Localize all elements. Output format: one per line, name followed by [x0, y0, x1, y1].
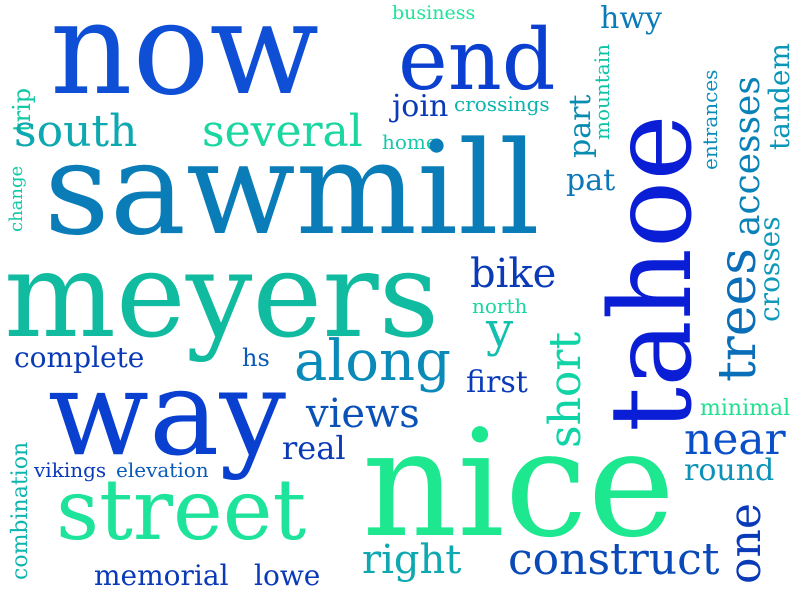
word-way: way: [48, 344, 287, 482]
word-first: first: [466, 365, 528, 400]
word-bike: bike: [470, 251, 557, 297]
word-near: near: [684, 414, 786, 465]
word-minimal: minimal: [700, 396, 791, 421]
word-meyers: meyers: [4, 226, 440, 364]
word-home: home: [382, 130, 438, 154]
word-round: round: [684, 453, 775, 488]
word-right: right: [362, 537, 462, 583]
word-end: end: [398, 11, 556, 109]
word-crosses: crosses: [753, 216, 786, 322]
word-y: y: [486, 302, 514, 358]
word-one: one: [720, 503, 771, 584]
word-street: street: [56, 461, 307, 559]
word-south: south: [14, 106, 138, 157]
word-hs: hs: [242, 344, 270, 372]
word-elevation: elevation: [116, 458, 209, 482]
word-construct: construct: [508, 534, 720, 585]
word-along: along: [294, 329, 451, 394]
word-accesses: accesses: [727, 76, 768, 236]
word-join: join: [392, 89, 449, 124]
word-real: real: [282, 429, 346, 467]
word-lowe: lowe: [254, 559, 321, 592]
word-views: views: [306, 391, 420, 437]
word-combination: combination: [8, 441, 33, 580]
word-north: north: [472, 294, 528, 318]
word-tandem: tandem: [763, 42, 796, 150]
word-vikings: vikings: [34, 458, 107, 482]
word-memorial: memorial: [94, 559, 229, 592]
word-several: several: [202, 106, 363, 157]
word-sawmill: sawmill: [44, 115, 540, 264]
word-nice: nice: [362, 398, 676, 570]
word-crossings: crossings: [454, 92, 550, 116]
word-hwy: hwy: [600, 1, 662, 36]
word-now: now: [50, 0, 320, 124]
word-complete: complete: [14, 341, 145, 374]
word-change: change: [6, 165, 27, 232]
word-business: business: [392, 2, 476, 24]
word-pat: pat: [566, 163, 616, 198]
word-part: part: [563, 94, 598, 159]
